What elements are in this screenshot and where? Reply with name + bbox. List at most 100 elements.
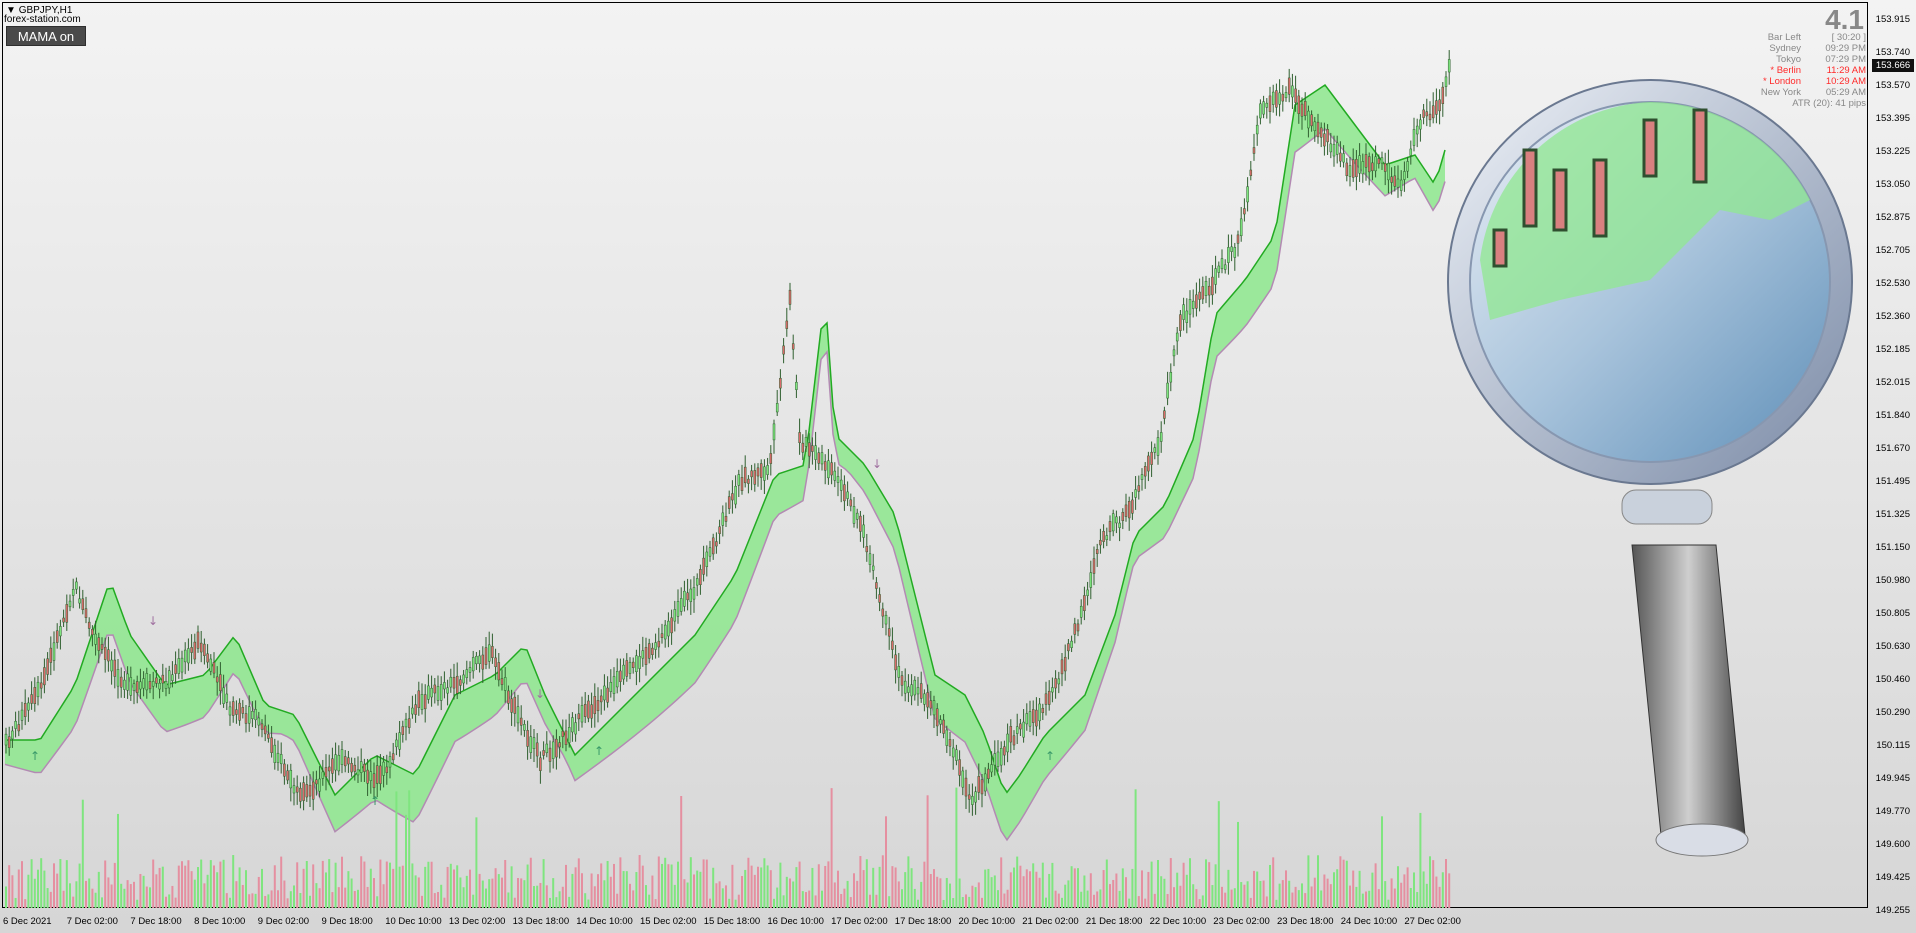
dropdown-triangle-icon[interactable]: ▼ — [6, 5, 16, 16]
volume-bar — [379, 859, 382, 908]
volume-bar — [1102, 870, 1105, 908]
volume-bar — [149, 887, 151, 908]
volume-bar — [216, 872, 219, 908]
candle-body — [987, 768, 990, 779]
candle-body — [1191, 300, 1195, 309]
volume-bar — [1131, 868, 1134, 908]
candle-body — [743, 466, 747, 484]
candle-body — [622, 664, 625, 680]
volume-bar — [629, 883, 631, 908]
volume-bar — [968, 896, 971, 908]
volume-bar — [945, 877, 948, 908]
symbol-title[interactable]: ▼ GBPJPY,H1 — [6, 5, 72, 16]
candle-body — [203, 643, 206, 656]
volume-bar — [283, 880, 286, 908]
price-tick: 149.425 — [1875, 872, 1910, 883]
volume-bar — [411, 863, 414, 908]
volume-bar — [1217, 801, 1220, 908]
volume-bar — [529, 857, 532, 908]
volume-bar — [1413, 872, 1415, 908]
candle-body — [1262, 101, 1265, 115]
volume-bar — [817, 864, 820, 908]
candle-body — [62, 617, 65, 623]
candle-body — [1105, 535, 1109, 540]
volume-bar — [245, 870, 247, 908]
candle-body — [814, 445, 817, 460]
volume-bar — [267, 894, 270, 908]
candle-body — [1156, 437, 1160, 456]
volume-bar — [1368, 890, 1371, 908]
candle-body — [971, 796, 974, 805]
candle-body — [980, 779, 984, 795]
volume-bar — [46, 888, 49, 908]
candle-body — [1089, 572, 1093, 588]
volume-bar — [718, 881, 721, 908]
volume-bar — [1019, 865, 1022, 908]
volume-bar — [632, 890, 635, 908]
volume-bar — [1214, 864, 1217, 908]
volume-bar — [1150, 861, 1153, 908]
candle-body — [311, 781, 315, 800]
volume-bar — [1003, 893, 1006, 908]
volume-bar — [193, 879, 196, 908]
volume-bar — [257, 876, 260, 908]
volume-bar — [200, 859, 203, 908]
magnified-candle — [1552, 168, 1568, 232]
candle-body — [1310, 114, 1313, 127]
volume-bar — [609, 876, 612, 908]
volume-bar — [254, 893, 257, 908]
volume-bar — [849, 897, 852, 908]
volume-bar — [709, 898, 711, 908]
candle-body — [177, 658, 181, 674]
volume-bar — [417, 877, 420, 908]
volume-bar — [622, 871, 625, 908]
candle-body — [1140, 474, 1144, 480]
volume-bar — [744, 869, 747, 908]
volume-bar — [1294, 886, 1297, 908]
candle-body — [219, 674, 222, 691]
volume-bar — [241, 884, 244, 908]
volume-bar — [27, 874, 30, 908]
volume-bar — [1403, 874, 1406, 908]
candle-body — [241, 707, 245, 714]
candle-body — [1201, 286, 1205, 300]
volume-bar — [702, 859, 705, 908]
volume-bar — [613, 863, 615, 908]
volume-bar — [990, 877, 993, 908]
candle-body — [702, 557, 705, 575]
candle-body — [539, 757, 542, 771]
volume-bar — [917, 899, 919, 908]
candle-body — [1419, 119, 1422, 130]
volume-bar — [369, 868, 372, 908]
candle-body — [1319, 127, 1323, 138]
volume-bar — [1208, 862, 1211, 908]
volume-bar — [347, 871, 350, 908]
candle-body — [513, 696, 517, 714]
candle-body — [1041, 707, 1045, 714]
volume-bar — [424, 866, 427, 908]
candle-body — [785, 320, 789, 329]
volume-bar — [1326, 878, 1329, 908]
volume-bar — [987, 868, 990, 908]
candle-body — [283, 763, 286, 777]
candle-body — [1355, 159, 1358, 178]
candle-body — [1380, 157, 1384, 164]
volume-bar — [1029, 871, 1031, 908]
volume-bar — [616, 893, 619, 908]
candle-body — [1009, 726, 1013, 743]
session-info-row: New York 05:29 AM — [1646, 87, 1866, 98]
candle-body — [430, 687, 433, 698]
volume-bar — [11, 875, 14, 908]
candle-body — [551, 741, 555, 759]
volume-bar — [1201, 895, 1204, 908]
candle-body — [564, 730, 568, 745]
volume-bar — [1377, 889, 1380, 908]
volume-bar — [862, 870, 865, 908]
candle-body — [145, 673, 149, 691]
volume-bar — [360, 856, 363, 908]
mama-toggle-button[interactable]: MAMA on — [6, 26, 86, 46]
time-tick: 27 Dec 02:00 — [1404, 916, 1461, 927]
volume-bar — [1182, 862, 1185, 908]
